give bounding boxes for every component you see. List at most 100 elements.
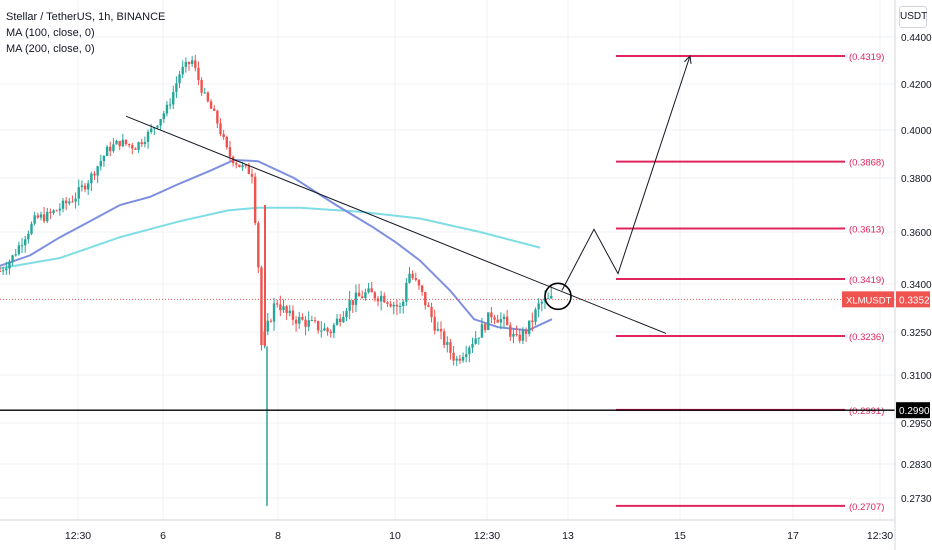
candle-body: [42, 214, 46, 222]
candle-body: [339, 318, 342, 323]
price-tick-label: 0.4200: [901, 80, 932, 91]
candle-body: [52, 210, 55, 214]
candle-body: [458, 358, 462, 361]
candle-body: [159, 119, 162, 126]
candle-body: [238, 164, 241, 168]
candle-body: [316, 321, 320, 331]
candle-body: [46, 211, 49, 222]
symbol-tag: [842, 291, 894, 308]
candle-body: [335, 318, 339, 325]
price-tick-label: 0.3400: [901, 280, 932, 291]
candle-body: [74, 198, 77, 202]
ma100-line: [0, 158, 553, 332]
price-unit-button[interactable]: USDT: [899, 6, 927, 28]
candle-body: [474, 338, 477, 344]
last-price-tag: [896, 291, 930, 308]
candle-body: [433, 317, 436, 331]
candle-body: [361, 296, 364, 299]
candle-body: [509, 325, 512, 337]
candle-body: [408, 273, 411, 283]
candle-body: [424, 291, 427, 306]
candle-body: [200, 79, 203, 93]
candle-body: [190, 60, 194, 64]
candle-body: [105, 146, 109, 156]
candle-body: [112, 144, 115, 152]
candle-body: [181, 66, 184, 75]
candle-body: [8, 261, 11, 269]
candle-body: [320, 330, 323, 332]
price-axis: 0.4400 0.4200 0.4000 0.3800 0.3600 0.3400 0.32…: [842, 0, 932, 550]
chart-grid: [0, 0, 895, 520]
candle-body: [490, 312, 493, 318]
candle-body: [247, 165, 251, 174]
candle-body: [20, 245, 24, 247]
time-tick-label: 15: [674, 530, 686, 542]
time-tick-label: 8: [275, 530, 281, 542]
candle-body: [282, 306, 285, 311]
candle-body: [531, 320, 534, 322]
level-label: (0.3613): [849, 224, 884, 235]
candle-body: [471, 343, 474, 348]
candle-body: [150, 128, 153, 132]
candle-body: [537, 303, 540, 310]
candle-body: [225, 137, 228, 148]
candle-body: [5, 268, 8, 271]
level-label: (0.2707): [849, 502, 884, 513]
candle-body: [172, 91, 175, 105]
time-tick-label: 12:30: [65, 530, 91, 542]
candle-body: [386, 302, 389, 304]
time-tick-label: 10: [389, 530, 401, 542]
candle-body: [209, 101, 213, 109]
candle-body: [241, 165, 244, 168]
level-label: (0.3868): [849, 158, 884, 169]
level-label: (0.3419): [849, 275, 884, 286]
candle-body: [90, 173, 93, 184]
price-tick-label: 0.2830: [901, 460, 932, 471]
candle-body: [496, 319, 499, 323]
candle-body: [342, 316, 345, 323]
candle-body: [83, 185, 87, 190]
candle-body: [449, 342, 452, 353]
candle-body: [436, 329, 440, 331]
candle-body: [184, 61, 188, 67]
candle-body: [203, 92, 206, 94]
level-label: (0.3236): [849, 332, 884, 343]
candle-body: [326, 328, 329, 332]
time-axis: 12:30 6 8 10 12:30 13 15 17 12:30: [0, 519, 895, 542]
candle-body: [389, 303, 392, 307]
symbol-tag-label: XLMUSDT: [846, 295, 892, 306]
time-tick-label: 17: [787, 530, 799, 542]
breakout-circle: [544, 282, 572, 311]
candle-body: [534, 309, 537, 322]
candle-body: [253, 176, 257, 224]
candle-body: [402, 301, 405, 307]
candle-body: [465, 354, 468, 357]
candle-body: [194, 60, 197, 68]
candle-body: [1, 270, 5, 272]
candle-body: [298, 316, 301, 324]
ma200-line: [0, 206, 541, 270]
candle-body: [310, 320, 314, 322]
candle-body: [468, 347, 471, 355]
time-tick-label: 13: [562, 530, 574, 542]
candle-body: [505, 316, 509, 326]
ma100-path: [0, 158, 553, 332]
projection-line: [561, 55, 691, 291]
candle-body: [24, 239, 27, 246]
candle-body: [269, 320, 273, 322]
candle-body: [64, 200, 68, 204]
candle-body: [231, 156, 235, 164]
candle-body: [304, 319, 307, 327]
candle-body: [235, 163, 238, 165]
candle-body: [244, 165, 247, 167]
candle-body: [121, 139, 125, 147]
candle-body: [313, 320, 317, 322]
candle-body: [294, 319, 298, 324]
candle-body: [222, 134, 225, 138]
candle-body: [140, 142, 143, 145]
candle-body: [323, 328, 326, 331]
candles: [0, 54, 553, 506]
level-label: (0.4319): [849, 52, 884, 63]
candle-body: [430, 306, 433, 318]
